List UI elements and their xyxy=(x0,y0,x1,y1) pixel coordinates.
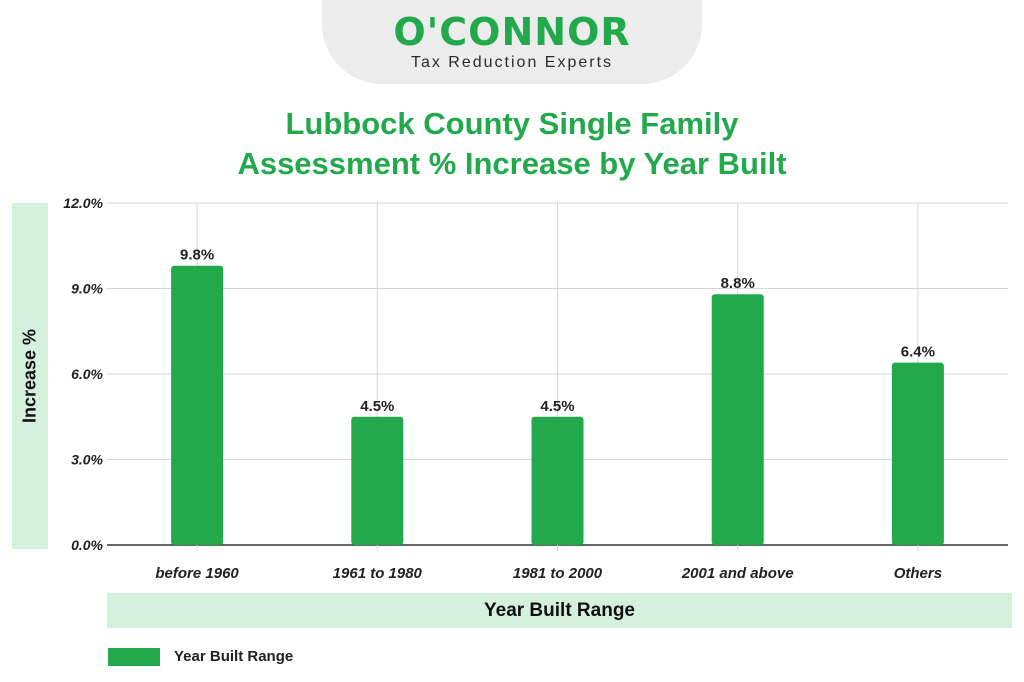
chart-title-line-1: Lubbock County Single Family xyxy=(285,106,739,141)
legend-swatch xyxy=(108,648,160,666)
bar xyxy=(351,416,404,545)
x-tick-label: 1981 to 2000 xyxy=(513,565,603,582)
bar xyxy=(891,362,944,545)
bar xyxy=(171,265,224,545)
x-tick-label: 1961 to 1980 xyxy=(333,565,423,582)
y-axis-label-band xyxy=(12,203,48,549)
legend-label: Year Built Range xyxy=(174,648,294,665)
logo-tagline: Tax Reduction Experts xyxy=(410,54,614,71)
x-axis-label-band: Year Built Range xyxy=(107,593,1012,628)
y-tick-label: 12.0% xyxy=(63,195,103,211)
logo-wordmark: O'CONNOR xyxy=(393,10,631,54)
x-axis-label: Year Built Range xyxy=(484,600,635,621)
x-tick-label: 2001 and above xyxy=(681,565,794,582)
y-tick-label: 6.0% xyxy=(71,366,103,382)
data-label: 9.8% xyxy=(180,247,214,264)
y-tick-label: 3.0% xyxy=(71,452,103,468)
data-label: 4.5% xyxy=(540,398,574,415)
x-tick-label: before 1960 xyxy=(155,565,239,582)
data-label: 6.4% xyxy=(901,344,935,361)
bar xyxy=(711,294,764,545)
chart-title-line-2: Assessment % Increase by Year Built xyxy=(237,146,787,181)
data-label: 4.5% xyxy=(360,398,394,415)
data-label: 8.8% xyxy=(721,275,755,292)
bar xyxy=(531,416,584,545)
x-tick-label: Others xyxy=(894,565,942,582)
y-tick-label: 0.0% xyxy=(71,537,103,553)
y-tick-label: 9.0% xyxy=(71,281,103,297)
logo-banner: O'CONNOR Tax Reduction Experts xyxy=(322,0,702,84)
